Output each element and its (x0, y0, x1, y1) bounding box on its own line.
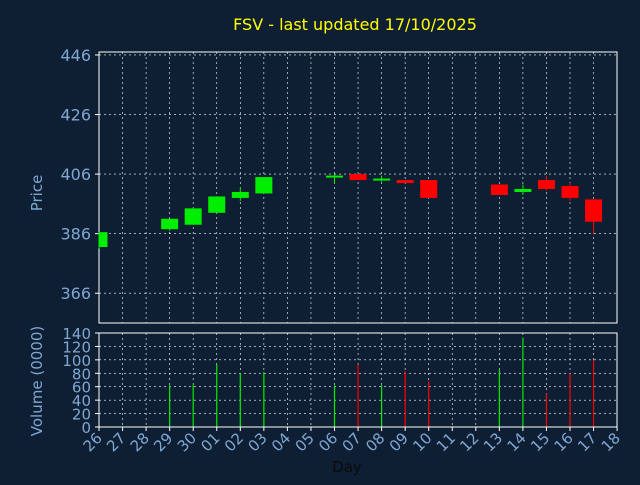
volume-tick-label: 40 (72, 392, 91, 410)
volume-tick-label: 140 (62, 325, 91, 343)
candle-body (99, 232, 108, 248)
volume-tick-label: 120 (62, 338, 91, 356)
candle-body (208, 196, 226, 213)
candle-body (514, 188, 532, 192)
candle-body (184, 208, 202, 225)
volume-tick-label: 20 (72, 406, 91, 424)
price-tick-label: 406 (60, 165, 91, 184)
price-tick-label: 446 (60, 46, 91, 65)
volume-tick-label: 60 (72, 379, 91, 397)
candle-body (396, 180, 414, 184)
volume-tick-label: 0 (81, 419, 91, 437)
candle-body (537, 180, 555, 189)
candle-body (231, 191, 249, 198)
candle-body (349, 174, 367, 181)
price-axis-label: Price (28, 175, 46, 212)
x-axis-ticks: 2627282930010203040506070809101112131415… (80, 427, 624, 455)
volume-axis-label: Volume (0000) (28, 326, 46, 436)
price-tick-label: 426 (60, 106, 91, 125)
price-tick-label: 386 (60, 225, 91, 244)
x-axis-label: Day (332, 458, 362, 476)
chart-title: FSV - last updated 17/10/2025 (233, 15, 477, 34)
price-tick-label: 366 (60, 284, 91, 303)
volume-tick-label: 100 (62, 352, 91, 370)
candle-body (373, 178, 391, 181)
candle-body (326, 175, 343, 178)
candle-body (420, 180, 438, 198)
candle-body (585, 199, 603, 222)
price-panel: 366 386 406 426 446 (60, 46, 618, 324)
candle-body (490, 184, 508, 195)
volume-tick-label: 80 (72, 365, 91, 383)
candle-body (561, 186, 579, 198)
candle-body (255, 177, 273, 194)
candle-body (161, 218, 179, 230)
